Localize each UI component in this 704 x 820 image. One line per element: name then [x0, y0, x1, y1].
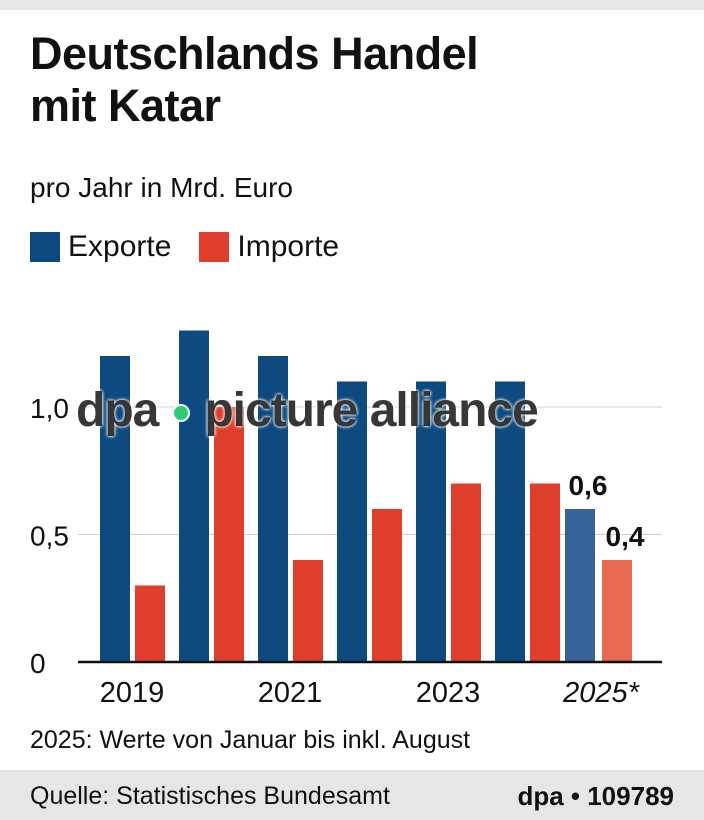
- bar-chart: 0 0,5 1,0 2019 2021 2023 2025* 0,6 0,4: [30, 330, 662, 709]
- bar-exporte-2021: [258, 356, 288, 662]
- legend-label-exporte: Exporte: [68, 230, 172, 263]
- chart-title: Deutschlands Handel mit Katar: [30, 28, 479, 132]
- legend-item-importe: Importe: [199, 230, 339, 264]
- legend-item-exporte: Exporte: [30, 230, 171, 264]
- bar-importe-2024: [530, 483, 560, 662]
- source: Quelle: Statistisches Bundesamt: [30, 782, 390, 810]
- data-label: 0,6: [569, 470, 608, 501]
- bar-importe-2022: [372, 509, 402, 662]
- y-tick-label: 0,5: [30, 521, 69, 552]
- legend-label-importe: Importe: [237, 230, 340, 263]
- y-tick-label: 1,0: [30, 393, 69, 424]
- x-tick-label: 2021: [258, 677, 323, 709]
- legend-swatch-importe: [199, 232, 230, 262]
- footer: Quelle: Statistisches Bundesamt dpa • 10…: [0, 770, 704, 820]
- title-line-1: Deutschlands Handel: [30, 28, 479, 79]
- legend: Exporte Importe: [30, 230, 367, 264]
- y-tick-label: 0: [30, 648, 46, 679]
- x-tick-label: 2025*: [562, 677, 641, 709]
- watermark-left: dpa: [76, 384, 159, 437]
- bar-importe-2021: [293, 560, 323, 662]
- bar-exporte-2024: [495, 381, 525, 662]
- bar-importe-2019: [135, 585, 165, 662]
- data-label: 0,4: [606, 521, 645, 552]
- bar-exporte-2025*: [565, 509, 595, 662]
- bar-importe-2020: [214, 407, 244, 662]
- legend-swatch-exporte: [30, 232, 60, 262]
- bar-importe-2023: [451, 483, 481, 662]
- title-line-2: mit Katar: [30, 80, 221, 131]
- bar-importe-2025*: [602, 560, 632, 662]
- top-bar: [0, 0, 704, 10]
- watermark-dot-icon: [172, 404, 191, 423]
- footnote: 2025: Werte von Januar bis inkl. August: [30, 726, 471, 754]
- watermark: dpa picture alliance: [76, 383, 539, 438]
- x-tick-label: 2023: [416, 677, 481, 709]
- watermark-right: picture alliance: [204, 384, 538, 437]
- bar-exporte-2020: [179, 330, 209, 662]
- x-tick-label: 2019: [100, 677, 165, 709]
- chart-subtitle: pro Jahr in Mrd. Euro: [30, 172, 293, 203]
- bar-exporte-2022: [337, 381, 367, 662]
- bar-exporte-2019: [100, 356, 130, 662]
- graphic-id: dpa • 109789: [517, 781, 674, 811]
- bar-exporte-2023: [416, 381, 446, 662]
